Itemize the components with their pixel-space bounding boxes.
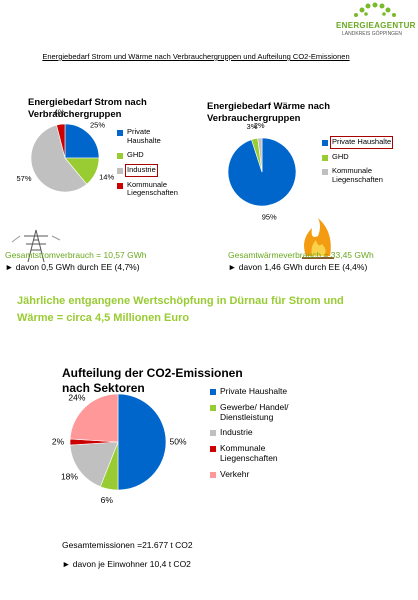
logo-title: ENERGIEAGENTUR xyxy=(336,21,416,30)
fire-icon xyxy=(302,218,334,259)
heat-renewable: ► davon 1,46 GWh durch EE (4,4%) xyxy=(228,262,368,272)
legend-swatch xyxy=(210,446,216,453)
slice-label: 14% xyxy=(99,173,114,182)
legend-swatch xyxy=(322,169,328,176)
heat-total: Gesamtwärmeverbrauch = 33,45 GWh xyxy=(228,250,374,260)
legend-label: Private Haushalte xyxy=(329,136,394,149)
legend-swatch xyxy=(210,389,216,395)
pie-slice xyxy=(30,124,88,193)
legend-label: GHD xyxy=(127,150,144,160)
legend-label: Industrie xyxy=(125,163,158,177)
legend-label: Kommunale Liegenschaften xyxy=(220,443,278,463)
legend-item: Kommunale Liegenschaften xyxy=(322,166,397,184)
slice-label: 57% xyxy=(17,174,32,183)
pie-slice xyxy=(69,393,119,443)
chart-title: Aufteilung der CO2-Emissionen nach Sekto… xyxy=(62,366,243,395)
legend-item: Private Haushalte xyxy=(322,136,397,149)
legend-item: Gewerbe/ Handel/ Dienstleistung xyxy=(210,401,320,423)
legend-item: Kommunale Liegenschaften xyxy=(117,179,179,198)
pie-slice xyxy=(69,441,119,488)
slice-label: 4% xyxy=(54,107,65,116)
emissions-per-capita: ► davon je Einwohner 10,4 t CO2 xyxy=(62,559,191,569)
legend-item: Kommunale Liegenschaften xyxy=(210,443,320,464)
legend-label: Private Haushalte xyxy=(220,386,288,396)
slice-label: 50% xyxy=(169,436,186,446)
slice-label: 3% xyxy=(247,122,258,131)
chart-title: Energiebedarf Strom nach Verbrauchergrup… xyxy=(28,97,147,120)
electricity-total: Gesamtstromverbrauch = 10,57 GWh xyxy=(5,250,147,260)
legend-item: Private Haushalte xyxy=(210,386,320,397)
legend-swatch xyxy=(117,167,123,174)
legend-label: GHD xyxy=(332,151,349,161)
chart-title: Energiebedarf Wärme nach Verbrauchergrup… xyxy=(207,101,331,124)
electricity-renewable: ► davon 0,5 GWh durch EE (4,7%) xyxy=(5,262,140,272)
legend: Private Haushalte GHD Industrie Kommunale L… xyxy=(117,127,179,198)
pie-slice xyxy=(64,123,100,159)
slice-label: 95% xyxy=(262,212,277,221)
legend-label: Kommunale Liegenschaften xyxy=(332,166,383,184)
legend-label: Gewerbe/ Handel/ Dienstleistung xyxy=(220,401,289,422)
legend-item: Verkehr xyxy=(210,468,320,480)
legend-item: GHD xyxy=(117,151,179,160)
legend-label: Industrie xyxy=(220,427,253,438)
slice-label: 24% xyxy=(68,393,85,403)
logo-subtitle: LANDKREIS GÖPPINGEN xyxy=(342,31,403,37)
legend-item: Industrie xyxy=(117,163,179,177)
legend-swatch xyxy=(210,471,216,478)
logo-mark xyxy=(354,2,396,17)
legend-swatch xyxy=(117,153,123,160)
slice-label: 2% xyxy=(254,121,265,130)
legend-label: Kommunale Liegenschaften xyxy=(127,179,178,198)
legend-swatch xyxy=(322,140,328,146)
legend: Private Haushalte GHD Kommunale Liegenscha… xyxy=(322,136,397,185)
legend-swatch xyxy=(117,182,123,189)
legend-item: GHD xyxy=(322,151,397,162)
slice-label: 25% xyxy=(90,120,105,129)
legend-swatch xyxy=(210,430,216,437)
pie xyxy=(69,393,167,491)
pie-slice xyxy=(56,123,66,159)
legend: Private Haushalte Gewerbe/ Handel/ Dienst… xyxy=(210,386,320,480)
legend-item: Industrie xyxy=(210,428,320,438)
legend-label: Private Haushalte xyxy=(127,127,161,145)
legend-swatch xyxy=(210,404,216,411)
pie-slice xyxy=(257,137,263,173)
legend-swatch xyxy=(117,130,123,136)
slice-label: 2% xyxy=(52,436,65,446)
legend-swatch xyxy=(322,154,328,161)
page-heading: Energiebedarf Strom und Wärme nach Verbr… xyxy=(42,52,350,61)
legend-item: Private Haushalte xyxy=(117,127,179,145)
slice-label: 6% xyxy=(101,495,114,505)
pie-slice xyxy=(117,393,167,491)
power-pylon-icon xyxy=(11,229,61,263)
pie xyxy=(30,123,100,193)
pie xyxy=(227,137,297,207)
emissions-total: Gesamtemissionen =21.677 t CO2 xyxy=(62,540,193,550)
slice-label: 18% xyxy=(61,472,78,482)
legend-label: Verkehr xyxy=(220,468,250,479)
headline: Jährliche entgangene Wertschöpfung in Dü… xyxy=(17,295,344,324)
